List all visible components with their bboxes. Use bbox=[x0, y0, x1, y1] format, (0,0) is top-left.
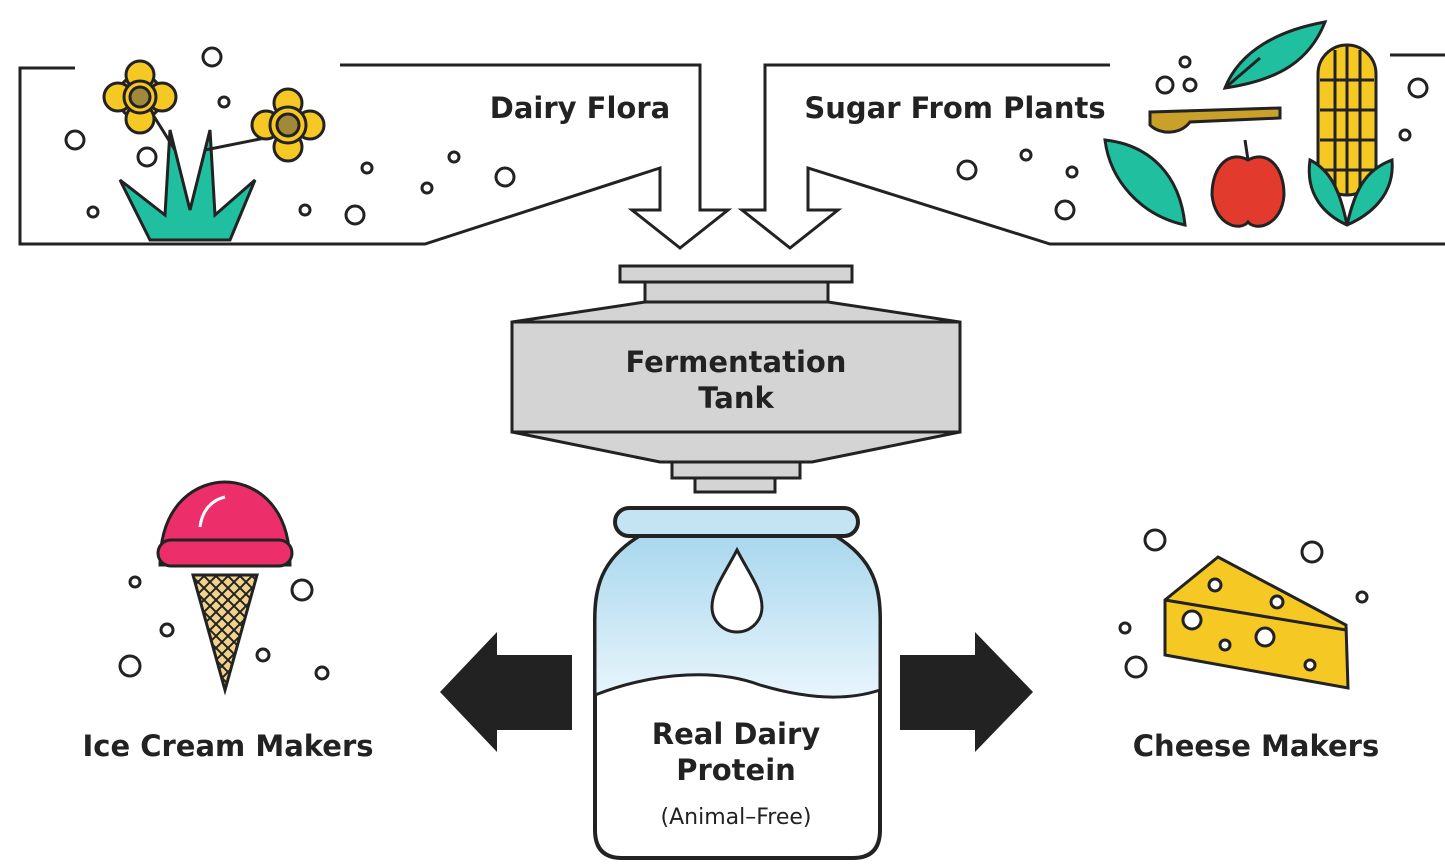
input-panels bbox=[18, 53, 1445, 250]
output-label: Cheese Makers bbox=[1133, 729, 1379, 763]
product-label: Protein bbox=[676, 753, 796, 787]
arrow-left bbox=[440, 632, 572, 752]
arrow-right bbox=[900, 632, 1033, 752]
bubbles bbox=[64, 46, 1429, 681]
fermentation-tank bbox=[510, 264, 962, 494]
input-label: Dairy Flora bbox=[490, 91, 670, 125]
ice-cream-icon bbox=[156, 480, 294, 696]
tank-label: Fermentation bbox=[626, 345, 847, 379]
output-label: Ice Cream Makers bbox=[82, 729, 373, 763]
jar bbox=[593, 506, 882, 860]
plants-icon bbox=[1103, 20, 1394, 228]
cheese-icon bbox=[1163, 555, 1350, 690]
input-label: Sugar From Plants bbox=[804, 91, 1105, 125]
tank-label: Tank bbox=[698, 381, 774, 415]
product-label: Real Dairy bbox=[652, 717, 820, 751]
flowers-icon bbox=[102, 59, 326, 242]
product-note: (Animal–Free) bbox=[661, 805, 812, 830]
